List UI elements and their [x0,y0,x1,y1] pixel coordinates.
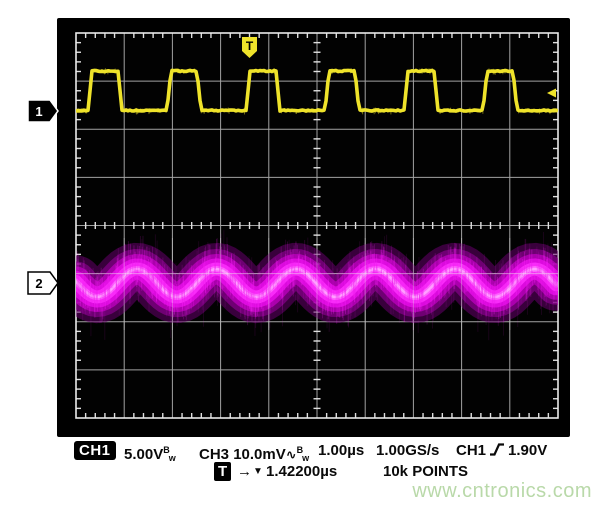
bandwidth-limit-icon: B [296,445,304,455]
watermark: www.cntronics.com [412,480,592,502]
record-length-readout: 10k POINTS [383,463,469,480]
trigger-position-readout: 1.42200µs [266,463,338,480]
trigger-badge: T [214,462,232,481]
arrow-right-icon: → [237,463,252,480]
rising-edge-icon [490,443,505,456]
ch1-badge: CH1 [74,441,116,460]
readout-line2: T → ▼ 1.42200µs 10k POINTS [0,462,600,481]
ch3-scale-readout: CH3 10.0mV∿Bw [199,445,310,463]
readout-line1: CH1 5.00VBw CH3 10.0mV∿Bw 1.00µs 1.00GS/… [0,441,600,463]
trigger-level-icon: ▼ [253,466,263,477]
svg-text:2: 2 [35,276,42,291]
graticule-overlay [76,238,558,330]
ch1-trace [76,68,558,115]
sample-rate-readout: 1.00GS/s [376,442,440,459]
trigger-position-marker: T [242,37,257,58]
channel-2-marker: 2 [27,271,59,295]
timebase-readout: 1.00µs [318,442,365,459]
svg-text:T: T [246,39,254,53]
trigger-level-arrow [547,88,556,98]
trigger-readout: CH1 1.90V [456,442,548,459]
svg-text:1: 1 [35,104,42,119]
ac-coupling-icon: ∿ [285,447,297,462]
bandwidth-limit-icon: B [163,445,170,455]
channel-1-marker: 1 [27,99,59,123]
ch1-scale-readout: 5.00VBw [124,445,176,463]
